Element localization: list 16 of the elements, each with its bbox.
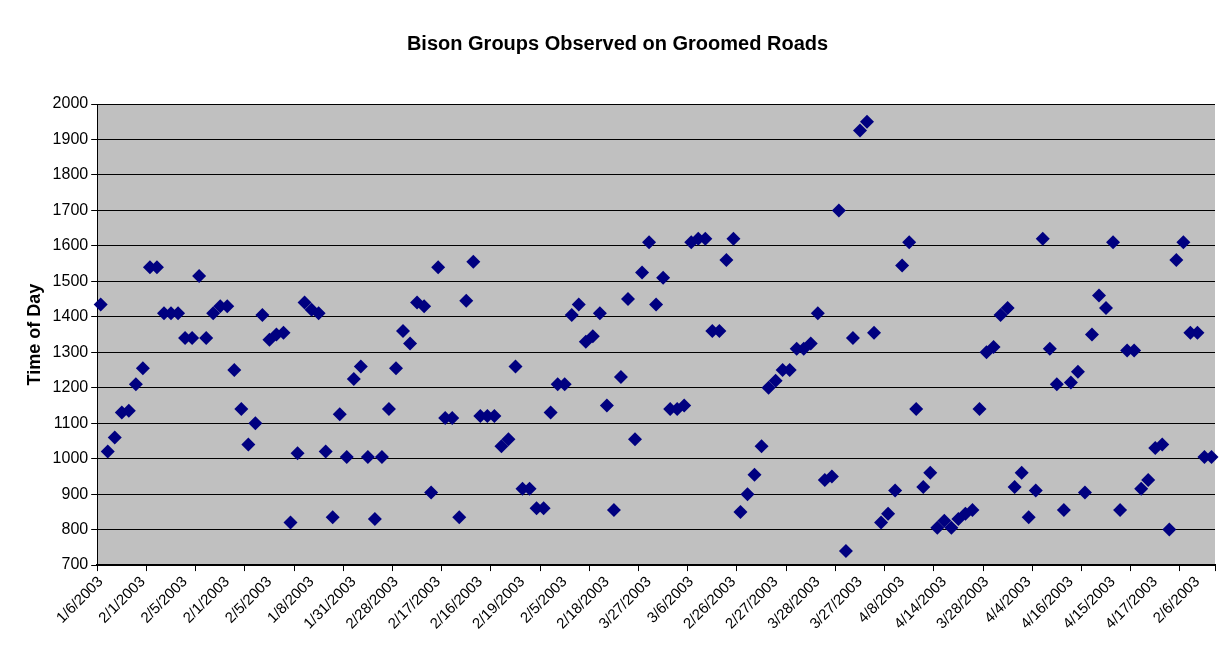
y-tick-label: 700 bbox=[61, 555, 89, 573]
y-tick-label: 1400 bbox=[52, 307, 89, 325]
y-tick-label: 1000 bbox=[52, 449, 89, 467]
y-tick-label: 1100 bbox=[53, 413, 89, 431]
y-tick-label: 1200 bbox=[52, 378, 89, 396]
y-tick-label: 1900 bbox=[52, 129, 89, 147]
chart-title: Bison Groups Observed on Groomed Roads bbox=[406, 31, 829, 54]
y-tick-label: 900 bbox=[61, 484, 89, 502]
y-tick-label: 1800 bbox=[52, 165, 89, 183]
y-tick-label: 1700 bbox=[52, 200, 89, 218]
y-tick-label: 1300 bbox=[52, 342, 89, 360]
y-axis-title: Time of Day bbox=[23, 283, 44, 386]
y-tick-label: 2000 bbox=[52, 94, 89, 112]
y-tick-label: 800 bbox=[61, 520, 89, 538]
y-tick-label: 1600 bbox=[52, 236, 89, 254]
y-tick-label: 1500 bbox=[52, 271, 89, 289]
